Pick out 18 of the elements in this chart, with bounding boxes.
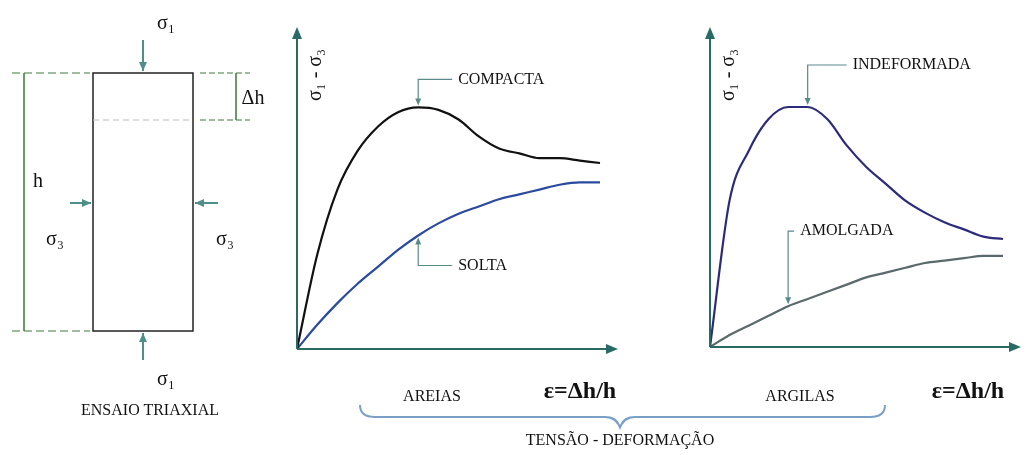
text: ARGILAS [765, 387, 835, 405]
y-axis-title: σ₁ - σ₃ [302, 48, 326, 102]
y-axis-title: σ₁ - σ₃ [715, 48, 739, 102]
text: σ₃ [46, 226, 64, 250]
x-axis-title: ε=Δh/h [543, 376, 617, 404]
text: Δh [241, 85, 265, 109]
text: σ₃ [216, 226, 234, 250]
text: σ₁ [157, 10, 175, 34]
series-label: AMOLGADA [800, 221, 894, 239]
text: SOLTA [458, 255, 508, 273]
text: AREIAS [403, 387, 461, 405]
series-label: COMPACTA [458, 69, 545, 87]
x-axis-title: ε=Δh/h [931, 376, 1005, 404]
text: h [33, 168, 43, 192]
text: σ₁ [157, 366, 175, 390]
text: TENSÃO - DEFORMAÇÃO [525, 431, 715, 449]
text: ENSAIO TRIAXIAL [81, 401, 219, 419]
text: INDEFORMADA [852, 55, 972, 73]
